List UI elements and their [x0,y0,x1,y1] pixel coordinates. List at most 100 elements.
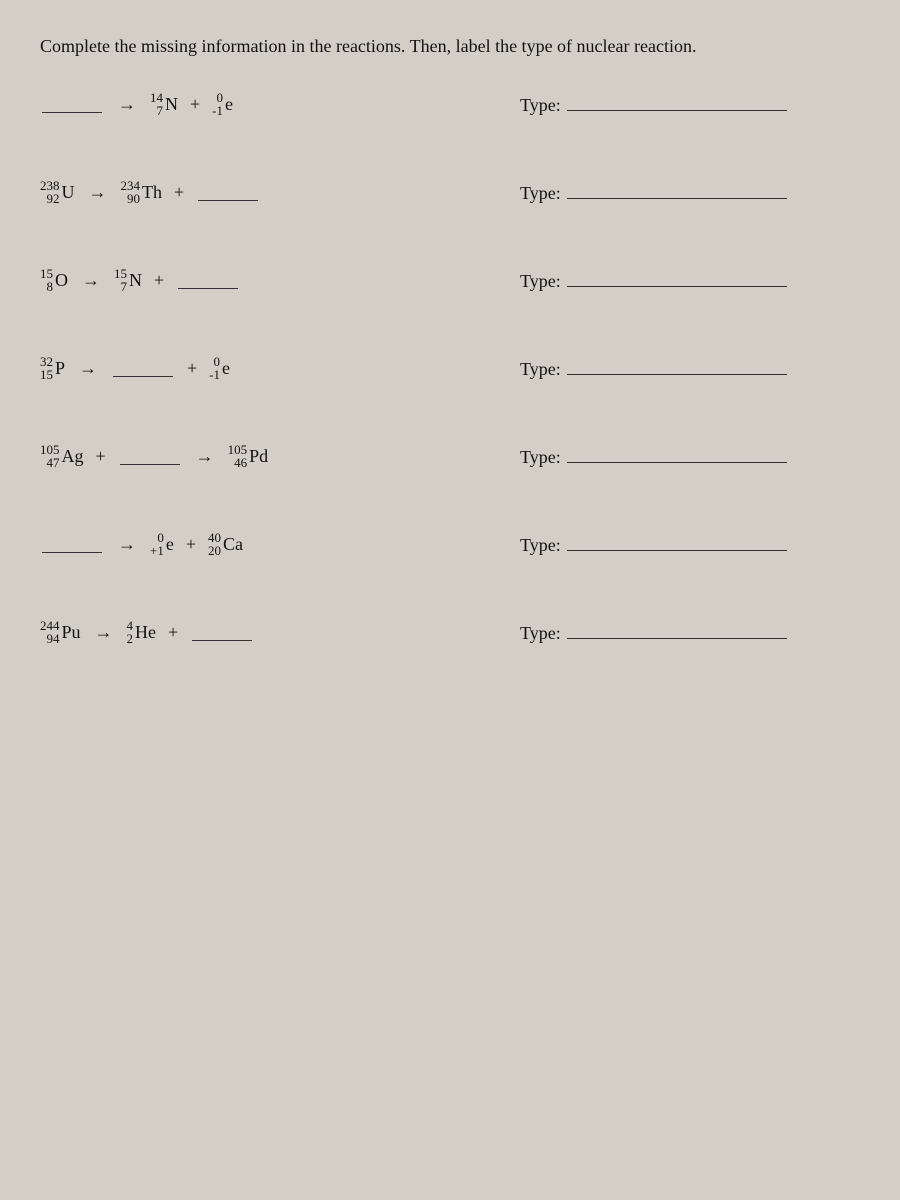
element-symbol: P [55,359,65,377]
nuclide: 0-1e [212,91,233,117]
blank-fill[interactable] [42,535,102,553]
nuclide: 23892U [40,179,75,205]
atomic-number: 7 [157,104,164,117]
arrow: → [192,446,218,467]
type-blank[interactable] [567,357,787,375]
atomic-number: 92 [47,192,60,205]
blank-fill[interactable] [120,447,180,465]
plus: + [185,358,199,379]
plus: + [172,182,186,203]
element-symbol: Pd [249,447,268,465]
type-label: Type: [520,95,561,116]
type-blank[interactable] [567,621,787,639]
plus: + [166,622,180,643]
equation: 10547Ag + → 10546Pd [40,443,520,469]
type-label: Type: [520,183,561,204]
nuclide: 10546Pd [228,443,269,469]
atomic-number: 8 [47,280,54,293]
type-blank[interactable] [567,181,787,199]
problem-row: 10547Ag + → 10546Pd Type: [40,443,860,469]
type-label: Type: [520,359,561,380]
atomic-number: 90 [127,192,140,205]
nuclide: 42He [127,619,157,645]
arrow: → [114,534,140,555]
nuclide: 3215P [40,355,65,381]
type-label: Type: [520,447,561,468]
type-column: Type: [520,621,787,644]
atomic-number: 46 [234,456,247,469]
equation: 23892U → 23490Th + [40,179,520,205]
type-blank[interactable] [567,445,787,463]
type-column: Type: [520,93,787,116]
problem-row: 24494Pu → 42He + Type: [40,619,860,645]
atomic-number: 20 [208,544,221,557]
problem-row: 23892U → 23490Th + Type: [40,179,860,205]
type-label: Type: [520,623,561,644]
arrow: → [114,94,140,115]
type-column: Type: [520,181,787,204]
arrow: → [91,622,117,643]
element-symbol: N [129,271,142,289]
instruction-text: Complete the missing information in the … [40,36,860,57]
element-symbol: Ca [223,535,243,553]
element-symbol: He [135,623,156,641]
type-column: Type: [520,269,787,292]
equation: 158O → 157N + [40,267,520,293]
type-label: Type: [520,535,561,556]
problem-row: → 0+1e +4020Ca Type: [40,531,860,557]
arrow: → [75,358,101,379]
blank-fill[interactable] [198,183,258,201]
nuclide: 147N [150,91,178,117]
element-symbol: O [55,271,68,289]
nuclide: 23490Th [121,179,163,205]
element-symbol: Th [142,183,162,201]
nuclide: 157N [114,267,142,293]
element-symbol: N [165,95,178,113]
atomic-number: -1 [209,368,220,381]
type-blank[interactable] [567,533,787,551]
nuclide: 10547Ag [40,443,84,469]
plus: + [188,94,202,115]
element-symbol: e [225,95,233,113]
plus: + [94,446,108,467]
element-symbol: e [166,535,174,553]
atomic-number: 2 [127,632,134,645]
plus: + [184,534,198,555]
nuclide: 24494Pu [40,619,81,645]
blank-fill[interactable] [178,271,238,289]
blank-fill[interactable] [113,359,173,377]
element-symbol: Ag [62,447,84,465]
element-symbol: e [222,359,230,377]
problem-row: → 147N +0-1e Type: [40,91,860,117]
plus: + [152,270,166,291]
element-symbol: Pu [62,623,81,641]
atomic-number: -1 [212,104,223,117]
blank-fill[interactable] [192,623,252,641]
equation: → 147N +0-1e [40,91,520,117]
type-column: Type: [520,445,787,468]
nuclide: 0-1e [209,355,230,381]
atomic-number: 15 [40,368,53,381]
nuclide: 4020Ca [208,531,243,557]
nuclide: 158O [40,267,68,293]
problem-row: 3215P → +0-1e Type: [40,355,860,381]
equation: 24494Pu → 42He + [40,619,520,645]
nuclide: 0+1e [150,531,174,557]
atomic-number: 7 [121,280,128,293]
type-blank[interactable] [567,93,787,111]
atomic-number: +1 [150,544,164,557]
equation: 3215P → +0-1e [40,355,520,381]
atomic-number: 94 [47,632,60,645]
type-label: Type: [520,271,561,292]
blank-fill[interactable] [42,95,102,113]
type-column: Type: [520,533,787,556]
problem-row: 158O → 157N + Type: [40,267,860,293]
arrow: → [78,270,104,291]
equation: → 0+1e +4020Ca [40,531,520,557]
type-column: Type: [520,357,787,380]
element-symbol: U [62,183,75,201]
atomic-number: 47 [47,456,60,469]
type-blank[interactable] [567,269,787,287]
arrow: → [85,182,111,203]
problems-container: →147N+0-1eType:23892U→23490Th+Type:158O→… [40,91,860,645]
